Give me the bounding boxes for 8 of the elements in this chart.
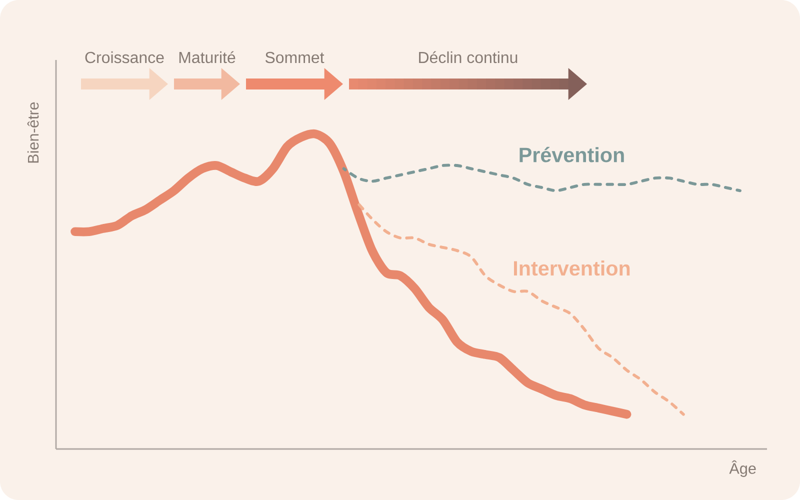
text: Maturité (179, 51, 236, 64)
text: Sommet (265, 52, 324, 64)
text: Déclin continu (419, 51, 518, 64)
series-label: Intervention (514, 260, 630, 276)
x-axis-title: Âge (729, 460, 756, 477)
y-axis-title: Bien-être (27, 102, 39, 163)
text: Croissance (85, 51, 164, 64)
series-label: Prévention (520, 146, 624, 162)
